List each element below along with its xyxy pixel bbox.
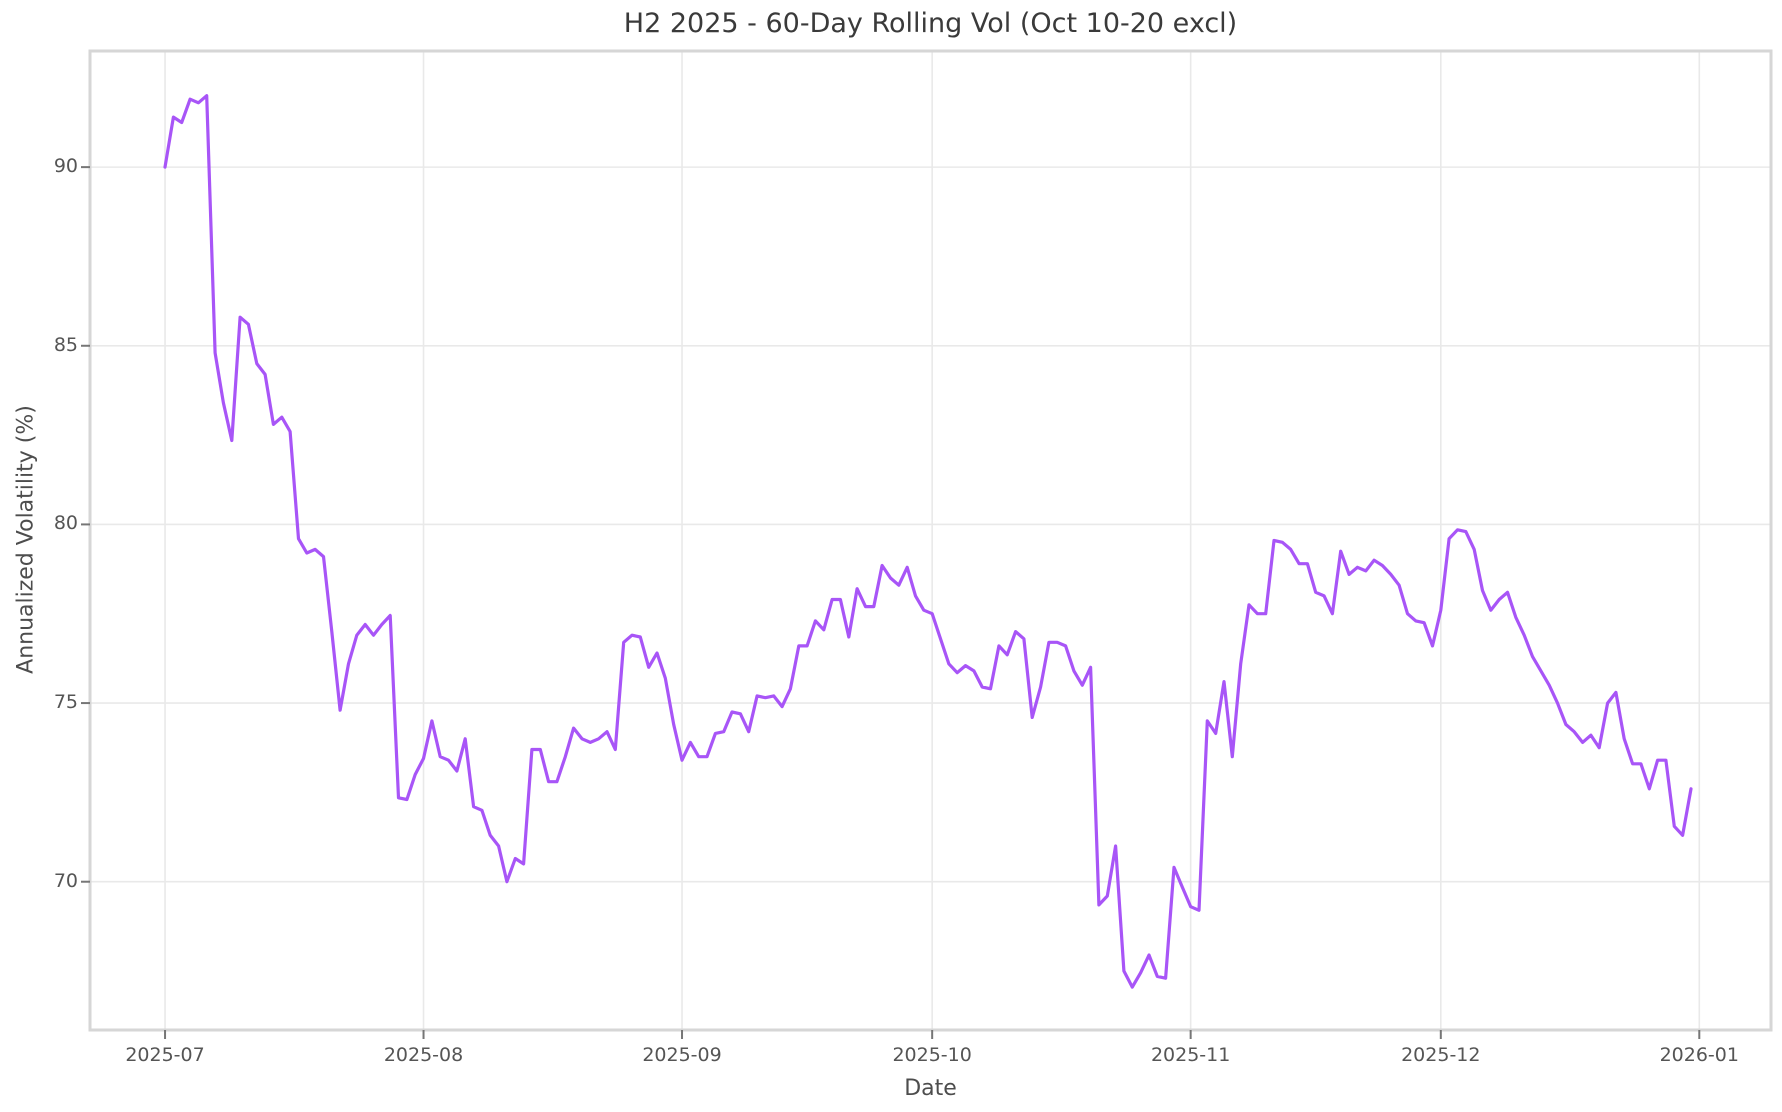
plot-background — [90, 51, 1771, 1030]
y-tick-label: 85 — [53, 333, 78, 356]
x-tick-label: 2025-11 — [1150, 1044, 1231, 1066]
x-tick-label: 2025-10 — [892, 1044, 972, 1066]
y-tick-label: 70 — [53, 869, 78, 892]
x-tick-label: 2025-12 — [1401, 1044, 1481, 1066]
x-tick-label: 2026-01 — [1659, 1044, 1739, 1066]
y-axis-label: Annualized Volatility (%) — [13, 404, 39, 674]
x-tick-label: 2025-09 — [642, 1044, 722, 1066]
volatility-series-line — [163, 94, 1693, 989]
chart-title: H2 2025 - 60-Day Rolling Vol (Oct 10-20 … — [623, 8, 1238, 39]
x-tick-label: 2025-07 — [125, 1044, 205, 1066]
y-tick-label: 75 — [53, 691, 78, 714]
x-axis-label: Date — [904, 1076, 957, 1101]
plot-border — [88, 49, 1773, 1032]
y-tick-label: 90 — [53, 155, 78, 178]
x-tick-label: 2025-08 — [383, 1044, 464, 1066]
y-tick-label: 80 — [53, 512, 78, 535]
